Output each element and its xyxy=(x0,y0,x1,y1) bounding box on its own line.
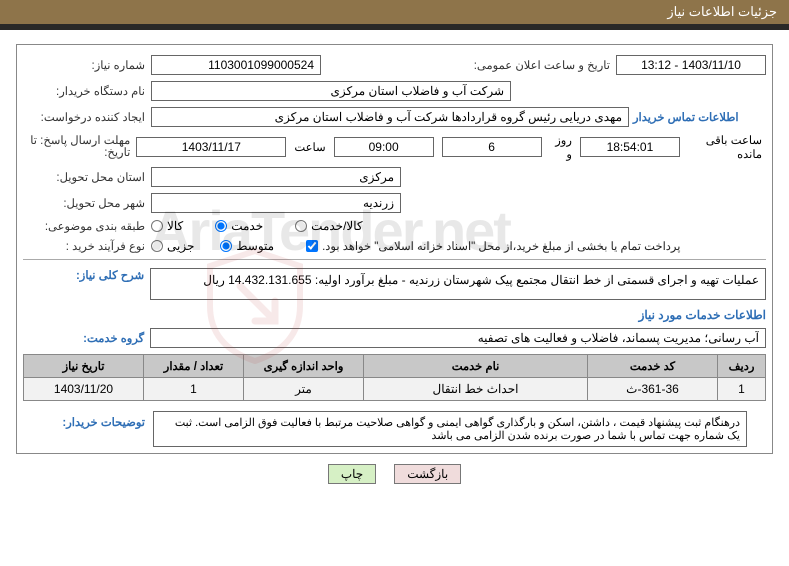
cell-code: 361-36-ث xyxy=(588,378,718,401)
announce-field xyxy=(616,55,766,75)
time-label: ساعت xyxy=(290,140,329,154)
deadline-date-field xyxy=(136,137,286,157)
content-panel: شماره نیاز: تاریخ و ساعت اعلان عمومی: نا… xyxy=(16,44,773,454)
category-service-radio[interactable] xyxy=(215,220,227,232)
panel-header: جزئیات اطلاعات نیاز xyxy=(0,0,789,24)
th-unit: واحد اندازه گیری xyxy=(244,355,364,378)
hours-remaining-field xyxy=(580,137,680,157)
buyer-notes-label: توضیحات خریدار: xyxy=(23,411,147,429)
announce-label: تاریخ و ساعت اعلان عمومی: xyxy=(452,58,612,72)
row-buyer-notes: توضیحات خریدار: درهنگام ثبت پیشنهاد قیمت… xyxy=(23,411,766,447)
cell-qty: 1 xyxy=(144,378,244,401)
requester-field xyxy=(151,107,629,127)
panel-title: جزئیات اطلاعات نیاز xyxy=(667,4,777,19)
row-requester: ایجاد کننده درخواست: اطلاعات تماس خریدار xyxy=(23,107,766,127)
process-medium-item[interactable]: متوسط xyxy=(220,239,274,253)
pay-note-text: پرداخت تمام یا بخشی از مبلغ خرید،از محل … xyxy=(322,239,680,253)
category-goodsservice-label: کالا/خدمت xyxy=(311,219,362,233)
category-goodsservice-radio[interactable] xyxy=(295,220,307,232)
days-remaining-field xyxy=(442,137,542,157)
summary-label: شرح کلی نیاز: xyxy=(23,268,146,282)
table-header-row: ردیف کد خدمت نام خدمت واحد اندازه گیری ت… xyxy=(24,355,766,378)
summary-text: عملیات تهیه و اجرای قسمتی از خط انتقال م… xyxy=(150,268,766,300)
category-goods-label: کالا xyxy=(167,219,183,233)
category-service-label: خدمت xyxy=(231,219,263,233)
row-process: نوع فرآیند خرید : جزیی متوسط پرداخت تمام… xyxy=(23,239,766,253)
row-category: طبقه بندی موضوعی: کالا خدمت کالا/خدمت xyxy=(23,219,766,233)
th-code: کد خدمت xyxy=(588,355,718,378)
buyer-notes-text: درهنگام ثبت پیشنهاد قیمت ، داشتن، اسکن و… xyxy=(153,411,747,447)
process-radio-group: جزیی متوسط xyxy=(151,239,274,253)
table-row: 1 361-36-ث احداث خط انتقال متر 1 1403/11… xyxy=(24,378,766,401)
deadline-time-field xyxy=(334,137,434,157)
pay-note-checkbox[interactable] xyxy=(306,240,318,252)
city-label: شهر محل تحویل: xyxy=(23,196,147,210)
services-section-title: اطلاعات خدمات مورد نیاز xyxy=(23,308,766,322)
process-minor-label: جزیی xyxy=(167,239,194,253)
category-goodsservice-item[interactable]: کالا/خدمت xyxy=(295,219,362,233)
cell-date: 1403/11/20 xyxy=(24,378,144,401)
services-table: ردیف کد خدمت نام خدمت واحد اندازه گیری ت… xyxy=(23,354,766,401)
print-button[interactable]: چاپ xyxy=(328,464,376,484)
th-name: نام خدمت xyxy=(364,355,588,378)
process-medium-radio[interactable] xyxy=(220,240,232,252)
province-label: استان محل تحویل: xyxy=(23,170,147,184)
deadline-label-1: مهلت ارسال پاسخ: تا xyxy=(30,135,130,147)
process-label: نوع فرآیند خرید : xyxy=(23,239,147,253)
th-row: ردیف xyxy=(718,355,766,378)
category-goods-item[interactable]: کالا xyxy=(151,219,183,233)
process-minor-radio[interactable] xyxy=(151,240,163,252)
category-service-item[interactable]: خدمت xyxy=(215,219,263,233)
row-service-group: گروه خدمت: xyxy=(23,328,766,348)
row-city: شهر محل تحویل: xyxy=(23,193,766,213)
province-field xyxy=(151,167,401,187)
requester-label: ایجاد کننده درخواست: xyxy=(23,110,147,124)
th-date: تاریخ نیاز xyxy=(24,355,144,378)
row-province: استان محل تحویل: xyxy=(23,167,766,187)
process-medium-label: متوسط xyxy=(236,239,274,253)
need-number-label: شماره نیاز: xyxy=(23,58,147,72)
deadline-label: مهلت ارسال پاسخ: تا تاریخ: xyxy=(23,135,132,159)
service-group-field xyxy=(150,328,766,348)
contact-buyer-link[interactable]: اطلاعات تماس خریدار xyxy=(633,110,739,124)
service-group-label: گروه خدمت: xyxy=(23,331,146,345)
row-buyer: نام دستگاه خریدار: xyxy=(23,81,766,101)
row-deadline: مهلت ارسال پاسخ: تا تاریخ: ساعت روز و سا… xyxy=(23,133,766,161)
category-radio-group: کالا خدمت کالا/خدمت xyxy=(151,219,363,233)
button-bar: چاپ بازگشت xyxy=(0,464,789,484)
process-minor-item[interactable]: جزیی xyxy=(151,239,194,253)
city-field xyxy=(151,193,401,213)
cell-name: احداث خط انتقال xyxy=(364,378,588,401)
row-summary: شرح کلی نیاز: عملیات تهیه و اجرای قسمتی … xyxy=(23,268,766,300)
buyer-field xyxy=(151,81,511,101)
th-qty: تعداد / مقدار xyxy=(144,355,244,378)
remaining-suffix-label: ساعت باقی مانده xyxy=(684,133,766,161)
category-goods-radio[interactable] xyxy=(151,220,163,232)
buyer-label: نام دستگاه خریدار: xyxy=(23,84,147,98)
back-button[interactable]: بازگشت xyxy=(394,464,461,484)
need-number-field xyxy=(151,55,321,75)
cell-row: 1 xyxy=(718,378,766,401)
days-and-label: روز و xyxy=(546,133,576,161)
row-need-number: شماره نیاز: تاریخ و ساعت اعلان عمومی: xyxy=(23,55,766,75)
deadline-label-2: تاریخ: xyxy=(104,147,130,159)
divider-1 xyxy=(23,259,766,260)
header-dark-strip xyxy=(0,24,789,30)
category-label: طبقه بندی موضوعی: xyxy=(23,219,147,233)
cell-unit: متر xyxy=(244,378,364,401)
